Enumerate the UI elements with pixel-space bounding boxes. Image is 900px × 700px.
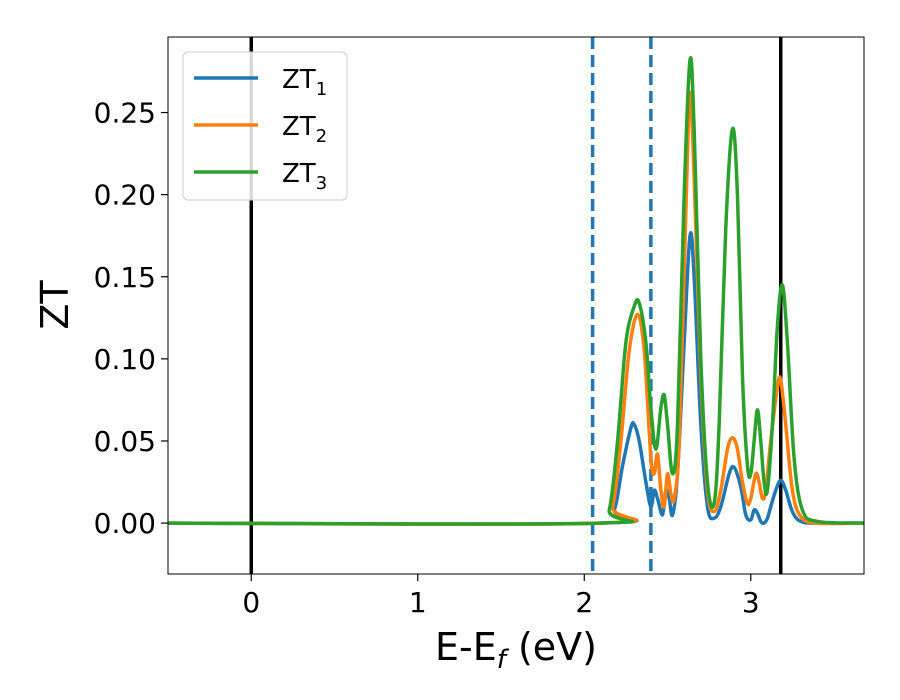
y-tick-label: 0.25 xyxy=(94,97,156,130)
legend-label-main: ZT xyxy=(282,65,316,95)
series-lines xyxy=(168,56,864,527)
legend-box xyxy=(182,51,348,201)
y-tick-label: 0.15 xyxy=(94,261,156,294)
legend-label-main: ZT xyxy=(282,112,316,142)
y-tick-label: 0.10 xyxy=(94,343,156,376)
y-tick-label: 0.05 xyxy=(94,425,156,458)
x-tick-label: 1 xyxy=(409,586,427,619)
x-tick-label: 0 xyxy=(242,586,260,619)
plot-frame xyxy=(167,36,865,575)
legend-label-sub: 2 xyxy=(316,126,327,147)
legend-label-3: ZT3 xyxy=(282,159,327,194)
y-tick-label: 0.00 xyxy=(94,507,156,540)
legend-label-2: ZT2 xyxy=(282,112,327,147)
x-tick-label: 3 xyxy=(742,586,760,619)
x-axis-title-main: E-E xyxy=(435,625,497,669)
x-axis-ticks: 0 1 2 3 xyxy=(242,574,760,619)
series-line-1 xyxy=(168,231,864,526)
x-tick-label: 2 xyxy=(575,586,593,619)
x-axis-title-tail: (eV) xyxy=(506,625,597,669)
legend-label-sub: 1 xyxy=(316,79,327,100)
x-axis-title: E-Ef (eV) xyxy=(435,625,597,675)
legend-label-main: ZT xyxy=(282,159,316,189)
series-line-3 xyxy=(168,56,864,526)
y-axis-ticks: 0.00 0.05 0.10 0.15 0.20 0.25 xyxy=(94,97,168,540)
legend-label-sub: 3 xyxy=(316,173,327,194)
y-axis-title: ZT xyxy=(33,280,77,330)
legend-label-1: ZT1 xyxy=(282,65,327,100)
y-tick-label: 0.20 xyxy=(94,179,156,212)
